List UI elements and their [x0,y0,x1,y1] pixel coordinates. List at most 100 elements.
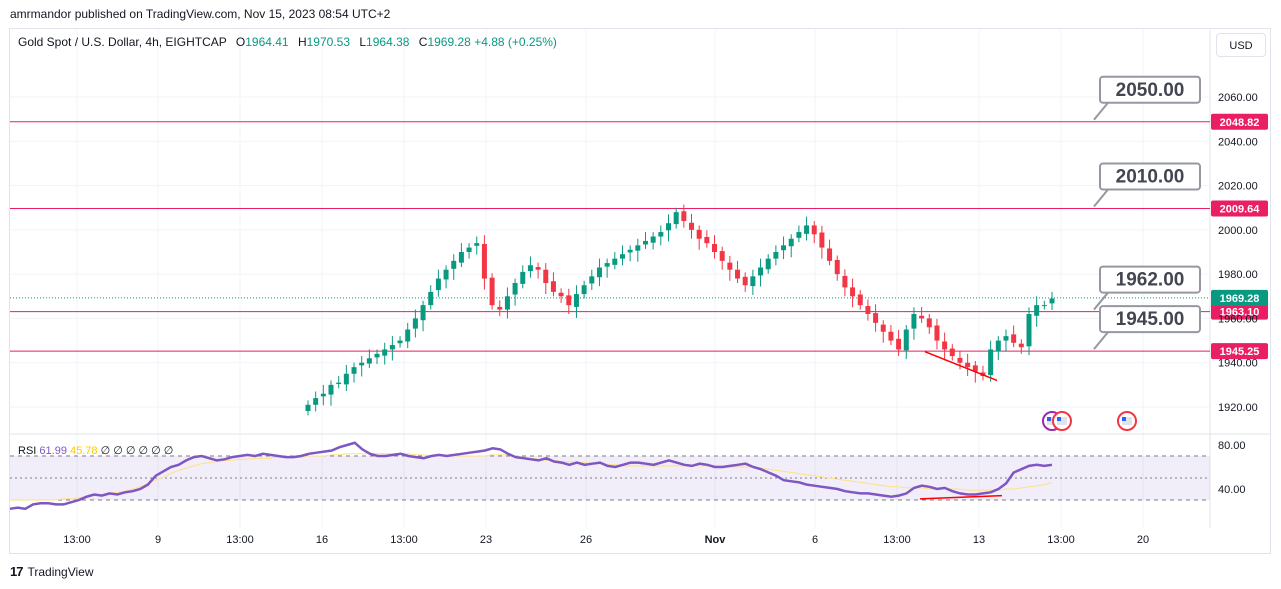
price-trend-line [924,350,998,382]
candle-body [612,258,618,265]
candle-body [604,263,610,267]
candle-body [888,331,894,341]
candle-body [796,232,802,238]
horizontal-levels: 2048.82 2009.64 1963.10 1945.25 1969.28 [10,113,1268,360]
price-tick-label: 2040.00 [1218,136,1258,148]
candle-body [673,212,679,225]
candle-body [758,267,764,276]
level-price-label: 2048.82 [1220,117,1260,129]
low-value: 1964.38 [366,35,410,49]
candle-body [857,294,863,306]
note-label: 1962.00 [1116,270,1185,291]
flag-body [1122,417,1132,425]
candlestick-series [305,204,1055,416]
candle-body [336,382,342,384]
note-pointer [1093,188,1109,208]
last-price-label: 1969.28 [1220,293,1260,305]
candle-body [305,404,311,411]
time-tick-label: Nov [705,534,727,546]
candle-body [735,269,741,279]
candle-body [681,211,687,221]
candle-body [903,329,909,351]
candle-body [497,306,503,310]
candle-body [942,341,948,350]
time-tick-label: 23 [480,534,492,546]
level-notes: 2050.00 2010.00 1962.00 1945.00 [1093,75,1201,350]
candle-body [489,277,495,306]
price-tick-label: 1980.00 [1218,269,1258,281]
rsi-name: RSI [18,445,37,457]
price-tick-label: 1940.00 [1218,358,1258,370]
candle-body [351,367,357,374]
rsi-legend: RSI 61.99 45.78 ∅ ∅ ∅ ∅ ∅ ∅ [18,444,173,457]
price-tick-label: 2060.00 [1218,92,1258,104]
candle-body [650,236,656,243]
candle-body [420,305,426,321]
note-label: 2010.00 [1116,167,1185,188]
candle-body [1011,334,1017,343]
us-flag-icon [1052,411,1072,431]
rsi-value: 61.99 [39,445,67,457]
time-tick-label: 13:00 [226,534,254,546]
candle-body [696,229,702,239]
candle-body [850,287,856,297]
candle-body [988,349,994,376]
candle-body [451,260,457,269]
note-box [1099,75,1201,104]
candle-body [573,294,579,307]
candle-body [1034,305,1040,316]
high-value: 1970.53 [306,35,351,49]
time-tick-label: 26 [580,534,592,546]
high-label: H [297,35,307,49]
level-price-tag [1211,303,1268,320]
candle-body [313,398,319,405]
candle-body [458,252,464,263]
candle-body [1018,343,1024,348]
note-pointer [1093,331,1109,350]
candle-body [635,245,641,251]
candle-body [589,276,595,284]
candle-body [704,236,710,244]
candle-body [543,269,549,283]
flag-canton [1047,417,1051,421]
candle-body [788,238,794,247]
price-tick-label: 2020.00 [1218,181,1258,193]
candle-body [550,281,556,292]
candle-body [466,247,472,252]
candle-body [712,244,718,252]
level-price-tag [1211,113,1268,130]
rsi-tick-label: 40.00 [1218,484,1246,496]
level-price-tag [1211,200,1268,217]
candle-body [750,276,756,287]
note-label: 1945.00 [1116,309,1185,330]
candle-body [934,325,940,341]
candle-body [474,243,480,246]
price-tick-label: 1920.00 [1218,402,1258,414]
candle-body [366,358,372,364]
candle-body [896,338,902,350]
symbol-name: Gold Spot / U.S. Dollar, 4h, EIGHTCAP [18,35,227,49]
candle-body [727,262,733,270]
trend-lines [919,350,1003,500]
candle-body [658,232,664,237]
candle-body [382,349,388,356]
candle-body [558,292,564,297]
candle-body [328,384,334,395]
candle-body [320,393,326,397]
candle-body [412,318,418,329]
candle-body [520,271,526,284]
candle-body [504,296,510,310]
rsi-trend-line [919,494,1003,500]
candle-body [689,222,695,230]
candle-body [1003,336,1009,341]
candle-body [842,275,848,288]
candle-body [865,306,871,314]
rsi-placeholders: ∅ ∅ ∅ ∅ ∅ ∅ [100,445,174,457]
currency-button[interactable]: USD [1216,33,1266,57]
chart-frame [9,28,1271,554]
close-label: C [418,35,428,49]
footer-brand[interactable]: 17 TradingView [10,564,94,579]
candle-body [1041,305,1047,307]
candle-body [566,295,572,306]
